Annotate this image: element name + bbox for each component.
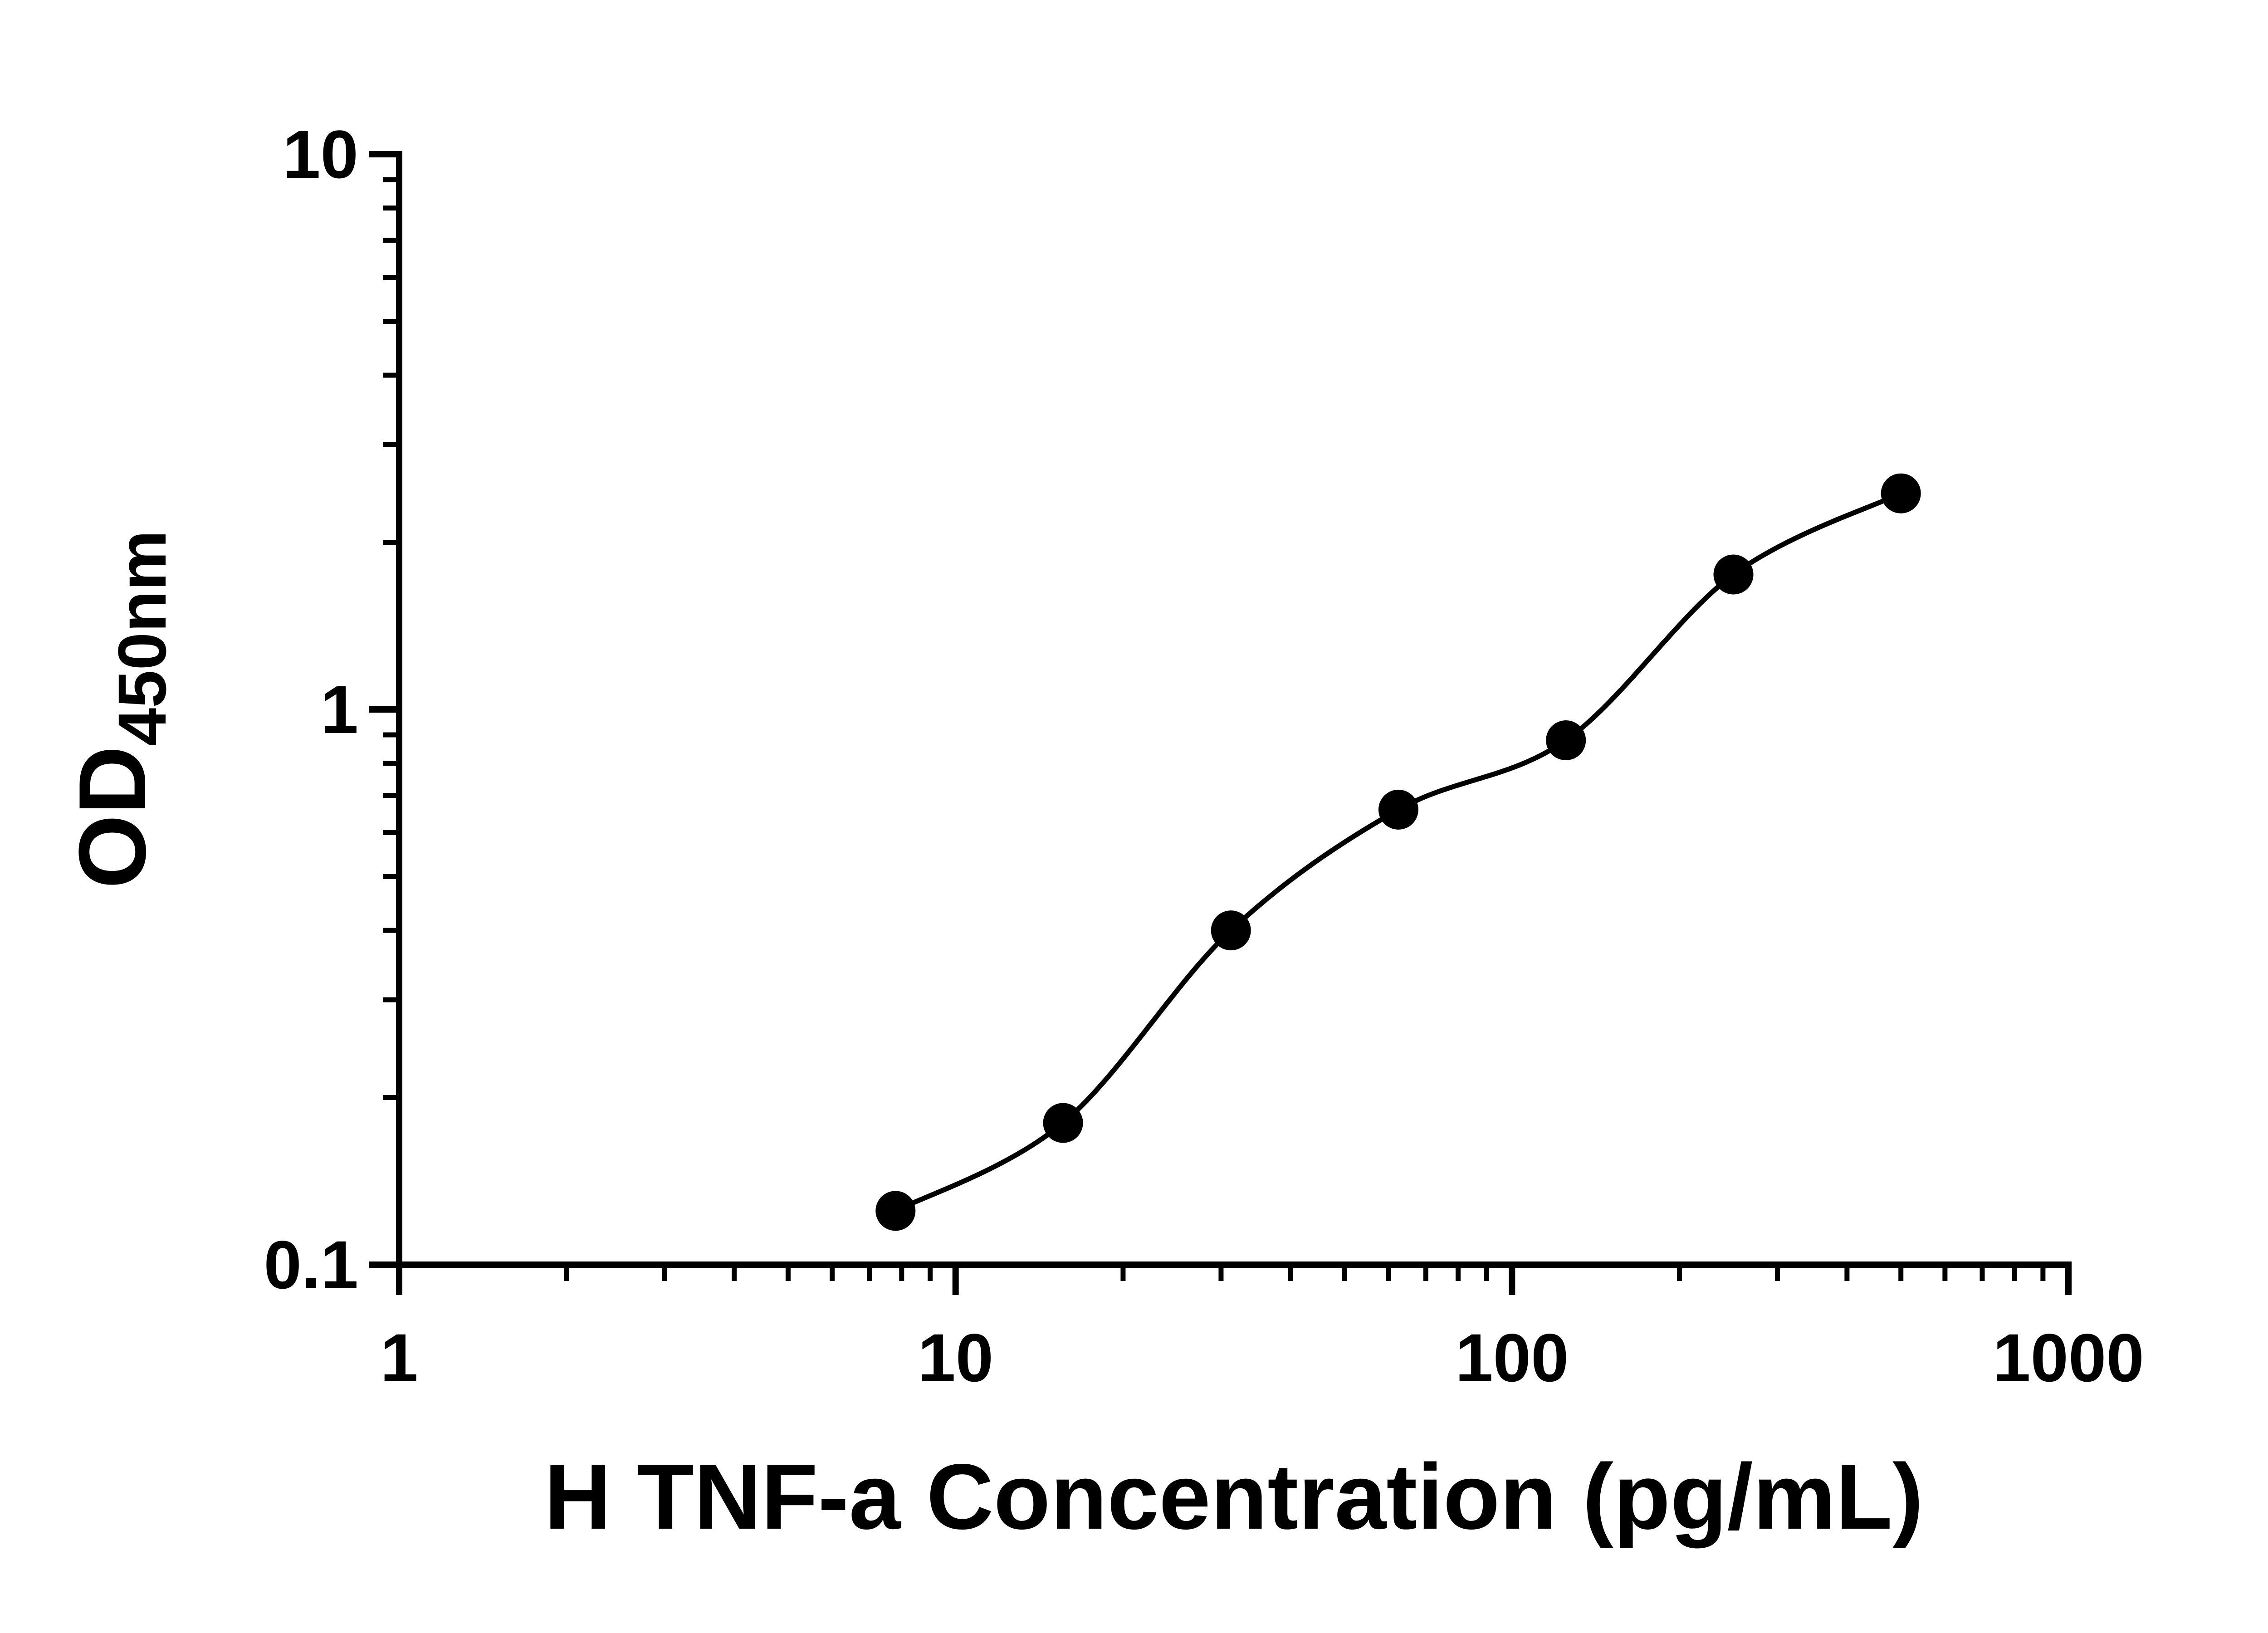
y-axis-title-sub: 450nm	[104, 530, 180, 746]
data-point	[1378, 789, 1418, 830]
y-tick-label: 0.1	[264, 1227, 358, 1303]
data-point	[1713, 554, 1754, 595]
data-point	[1546, 720, 1586, 760]
x-tick-label: 10	[918, 1320, 993, 1396]
y-axis-title-main: OD	[59, 746, 166, 889]
data-point	[1211, 910, 1251, 951]
x-tick-label: 100	[1455, 1320, 1569, 1396]
axes: 1 10 100 1000 0.1 1 10	[264, 116, 2144, 1396]
data-point	[1043, 1103, 1083, 1143]
data-point	[875, 1191, 916, 1231]
data-series	[875, 473, 1921, 1231]
data-point	[1881, 473, 1921, 513]
y-tick-label: 10	[283, 116, 358, 192]
y-axis-title: OD450nm	[59, 530, 180, 889]
x-axis-title: H TNF-a Concentration (pg/mL)	[544, 1445, 1924, 1549]
fit-curve	[894, 491, 1902, 1213]
x-tick-label: 1	[380, 1320, 418, 1396]
y-tick-label: 1	[321, 671, 358, 748]
x-tick-label: 1000	[1993, 1320, 2144, 1396]
